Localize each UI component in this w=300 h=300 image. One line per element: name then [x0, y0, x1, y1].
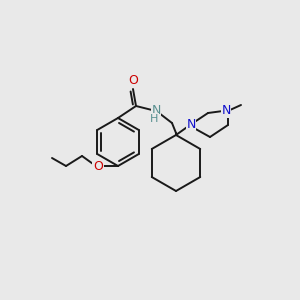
Text: N: N: [221, 104, 231, 118]
Text: N: N: [151, 103, 161, 116]
Text: O: O: [128, 74, 138, 88]
Text: O: O: [93, 160, 103, 172]
Text: H: H: [150, 114, 158, 124]
Text: N: N: [186, 118, 196, 130]
